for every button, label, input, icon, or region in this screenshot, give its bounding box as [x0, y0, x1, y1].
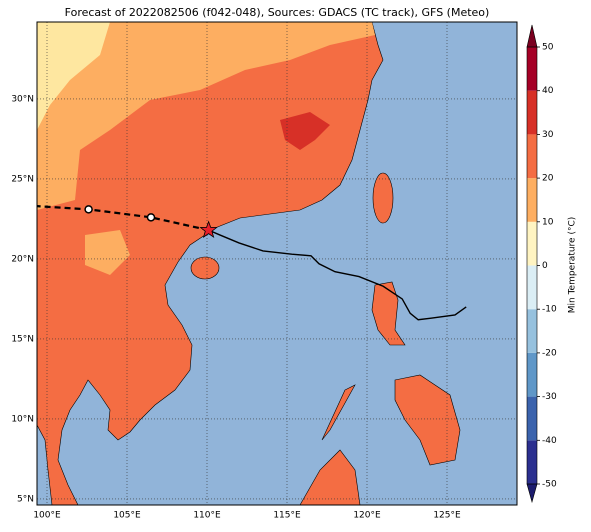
colorbar-band [527, 396, 537, 441]
colorbar-tick-label: -30 [542, 392, 557, 402]
lat-tick-label: 20°N [11, 254, 34, 264]
map-area [37, 22, 517, 505]
map-frame [36, 21, 518, 506]
warm-zone-south [85, 230, 130, 275]
colorbar-band [527, 178, 537, 222]
lat-tick-label: 15°N [11, 334, 34, 344]
colorbar-band [527, 134, 537, 179]
forecast-position [146, 213, 156, 222]
colorbar-band [527, 352, 537, 397]
lat-tick-label: 30°N [11, 94, 34, 104]
hot-spot [280, 112, 330, 150]
colorbar-tick-label: -10 [542, 305, 557, 315]
colorbar-tick-label: 20 [542, 174, 554, 184]
grid [37, 22, 517, 505]
lon-tick-label: 105°E [113, 511, 141, 521]
lat-tick-label: 25°N [11, 174, 34, 184]
colorbar-band [527, 221, 537, 266]
lat-tick-label: 10°N [11, 414, 34, 424]
land-palawan [321, 384, 356, 441]
lon-tick-label: 100°E [33, 511, 61, 521]
land-borneo [299, 449, 361, 505]
colorbar-tick-label: 0 [542, 261, 548, 271]
colorbar-band [527, 47, 537, 91]
land-mindanao [394, 374, 461, 466]
colorbar: -50 -40 -30 -20 -10 0 10 20 30 40 50 [526, 24, 557, 504]
forecast-line [37, 205, 209, 232]
colorbar-band [527, 309, 537, 353]
colorbar-tick-label: 50 [542, 43, 554, 53]
map-title: Forecast of 2022082506 (f042-048), Sourc… [65, 6, 490, 19]
colorbar-tick-label: 40 [542, 86, 554, 96]
colorbar-under [526, 483, 538, 504]
forecast-position [84, 205, 93, 214]
tracks [37, 205, 467, 321]
lon-tick-label: 110°E [193, 511, 221, 521]
axes: 100°E 105°E 110°E 115°E 120°E 125°E 5°N 10°N 15°… [11, 94, 461, 520]
land-taiwan [372, 172, 394, 224]
colorbar-tick-label: 10 [542, 217, 554, 227]
lon-tick-label: 125°E [433, 511, 461, 521]
colorbar-over [526, 24, 538, 48]
warmest-zone [37, 22, 110, 130]
colorbar-tick-label: -50 [542, 480, 557, 490]
colorbar-label: Min Temperature (°C) [568, 217, 578, 314]
colorbar-tick-label: 30 [542, 130, 554, 140]
land-hainan [190, 256, 220, 280]
colorbar-band [527, 440, 537, 484]
colorbar-band [527, 265, 537, 310]
warm-zone [37, 22, 375, 210]
colorbar-band [527, 90, 537, 135]
lon-tick-label: 120°E [353, 511, 381, 521]
track-line [208, 229, 467, 321]
lon-tick-label: 115°E [273, 511, 301, 521]
colorbar-tick-label: -40 [542, 436, 557, 446]
current-position [199, 220, 218, 238]
lat-tick-label: 5°N [17, 494, 34, 504]
colorbar-tick-label: -20 [542, 348, 557, 358]
land-luzon [371, 281, 406, 346]
